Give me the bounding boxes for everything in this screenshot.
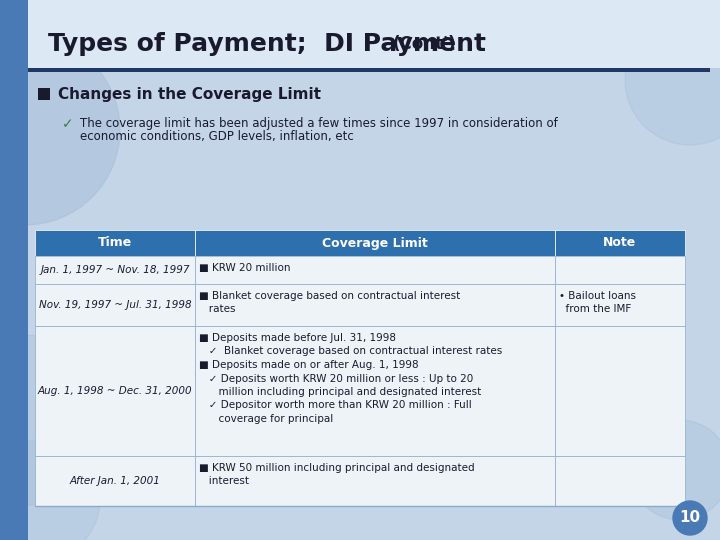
Text: Changes in the Coverage Limit: Changes in the Coverage Limit bbox=[58, 86, 321, 102]
Text: ■ KRW 50 million including principal and designated: ■ KRW 50 million including principal and… bbox=[199, 463, 474, 473]
Bar bbox=[555, 326, 685, 456]
Text: ■ Blanket coverage based on contractual interest: ■ Blanket coverage based on contractual … bbox=[199, 291, 460, 301]
Text: coverage for principal: coverage for principal bbox=[199, 414, 333, 424]
Bar bbox=[195, 256, 555, 284]
Bar bbox=[0, 0, 28, 540]
Circle shape bbox=[625, 15, 720, 145]
Text: The coverage limit has been adjusted a few times since 1997 in consideration of: The coverage limit has been adjusted a f… bbox=[80, 117, 558, 130]
Text: Aug. 1, 1998 ~ Dec. 31, 2000: Aug. 1, 1998 ~ Dec. 31, 2000 bbox=[37, 386, 192, 396]
Circle shape bbox=[0, 335, 110, 505]
Text: • Bailout loans: • Bailout loans bbox=[559, 291, 636, 301]
Bar bbox=[195, 456, 555, 506]
Circle shape bbox=[630, 420, 720, 520]
Text: interest: interest bbox=[199, 476, 249, 487]
Bar bbox=[555, 230, 685, 256]
Bar bbox=[195, 284, 555, 326]
Bar bbox=[195, 326, 555, 456]
Bar bbox=[195, 230, 555, 256]
Text: After Jan. 1, 2001: After Jan. 1, 2001 bbox=[70, 476, 161, 486]
Text: from the IMF: from the IMF bbox=[559, 305, 631, 314]
Text: Time: Time bbox=[98, 237, 132, 249]
Text: ✓ Deposits worth KRW 20 million or less : Up to 20: ✓ Deposits worth KRW 20 million or less … bbox=[199, 374, 473, 383]
Text: Nov. 19, 1997 ~ Jul. 31, 1998: Nov. 19, 1997 ~ Jul. 31, 1998 bbox=[39, 300, 192, 310]
Text: ✓ Depositor worth more than KRW 20 million : Full: ✓ Depositor worth more than KRW 20 milli… bbox=[199, 401, 472, 410]
Text: Coverage Limit: Coverage Limit bbox=[322, 237, 428, 249]
Text: Note: Note bbox=[603, 237, 636, 249]
Bar bbox=[555, 256, 685, 284]
Text: rates: rates bbox=[199, 305, 235, 314]
Text: Types of Payment;  DI Payment: Types of Payment; DI Payment bbox=[48, 32, 486, 56]
Text: ✓: ✓ bbox=[62, 117, 73, 131]
Bar bbox=[28, 0, 720, 68]
Circle shape bbox=[0, 440, 100, 540]
Text: ■ KRW 20 million: ■ KRW 20 million bbox=[199, 263, 290, 273]
Text: Jan. 1, 1997 ~ Nov. 18, 1997: Jan. 1, 1997 ~ Nov. 18, 1997 bbox=[40, 265, 190, 275]
Bar bbox=[555, 284, 685, 326]
Text: ■ Deposits made on or after Aug. 1, 1998: ■ Deposits made on or after Aug. 1, 1998 bbox=[199, 360, 418, 370]
Circle shape bbox=[0, 35, 120, 225]
Bar bbox=[38, 88, 50, 100]
Bar bbox=[35, 284, 195, 326]
Text: ✓  Blanket coverage based on contractual interest rates: ✓ Blanket coverage based on contractual … bbox=[199, 347, 503, 356]
Bar bbox=[35, 256, 195, 284]
Text: ■ Deposits made before Jul. 31, 1998: ■ Deposits made before Jul. 31, 1998 bbox=[199, 333, 396, 343]
Text: million including principal and designated interest: million including principal and designat… bbox=[199, 387, 481, 397]
Bar bbox=[35, 326, 195, 456]
Text: (Cont'): (Cont') bbox=[393, 35, 456, 53]
Bar bbox=[28, 68, 710, 72]
Text: 10: 10 bbox=[680, 510, 701, 525]
Circle shape bbox=[673, 501, 707, 535]
Bar bbox=[35, 230, 195, 256]
Bar bbox=[35, 456, 195, 506]
Bar bbox=[555, 456, 685, 506]
Text: economic conditions, GDP levels, inflation, etc: economic conditions, GDP levels, inflati… bbox=[80, 130, 354, 143]
